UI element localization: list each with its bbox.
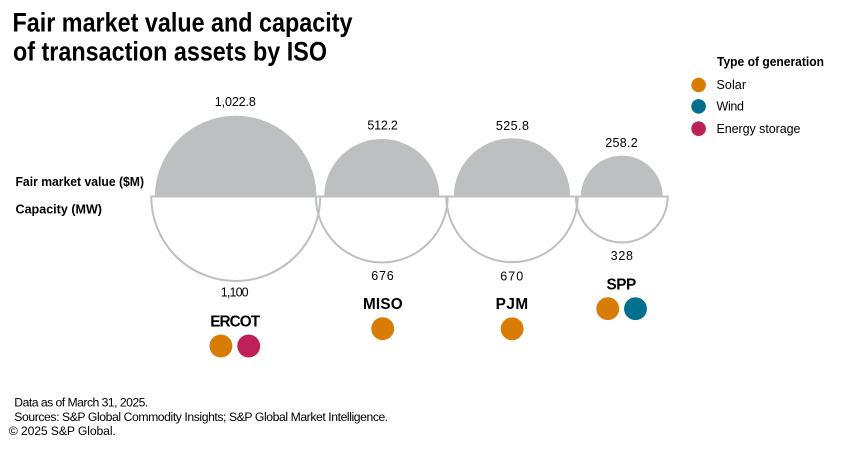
svg-text:of transaction assets by ISO: of transaction assets by ISO: [13, 36, 327, 66]
svg-text:328: 328: [611, 249, 633, 263]
svg-text:MISO: MISO: [363, 296, 403, 313]
svg-text:Fair market value ($M): Fair market value ($M): [16, 175, 145, 189]
svg-text:PJM: PJM: [496, 296, 529, 313]
svg-text:Solar: Solar: [717, 78, 747, 92]
svg-text:258.2: 258.2: [605, 136, 637, 150]
svg-text:Wind: Wind: [717, 100, 745, 114]
svg-text:Fair market value and capacity: Fair market value and capacity: [13, 8, 353, 38]
svg-text:Sources: S&P Global Commodity: Sources: S&P Global Commodity Insights; …: [14, 410, 388, 424]
svg-text:SPP: SPP: [606, 277, 636, 294]
svg-text:© 2025 S&P Global.: © 2025 S&P Global.: [9, 424, 116, 438]
svg-text:525.8: 525.8: [496, 119, 529, 133]
svg-text:Type of generation: Type of generation: [717, 55, 824, 69]
svg-text:Capacity (MW): Capacity (MW): [16, 203, 103, 217]
svg-text:1,100: 1,100: [221, 286, 249, 300]
svg-text:ERCOT: ERCOT: [210, 314, 260, 331]
svg-text:676: 676: [371, 269, 394, 283]
svg-text:1,022.8: 1,022.8: [215, 95, 256, 109]
svg-text:Energy storage: Energy storage: [717, 122, 801, 136]
svg-text:512.2: 512.2: [367, 118, 397, 132]
svg-text:670: 670: [500, 270, 523, 284]
svg-text:Data as of March 31, 2025.: Data as of March 31, 2025.: [14, 396, 148, 410]
